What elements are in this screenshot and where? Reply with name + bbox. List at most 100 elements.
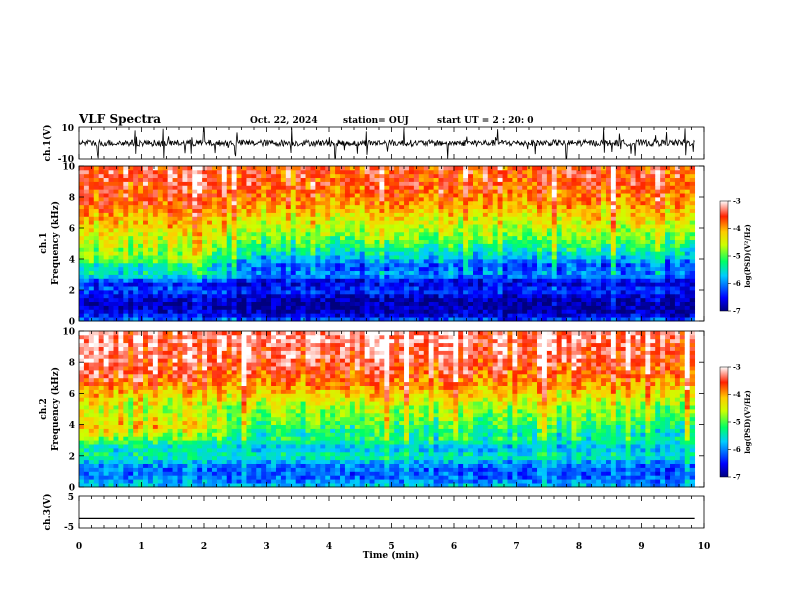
ch1-spectrogram-cell (684, 301, 691, 306)
ch1-spectrogram-cell (581, 290, 587, 295)
ch1-spectrogram-cell (172, 166, 178, 171)
ch1-spectrogram-cell (128, 231, 134, 237)
ch1-spectrogram-cell (413, 173, 420, 179)
ch1-spectrogram-cell (280, 282, 287, 287)
ch1-spectrogram-cell (497, 212, 503, 217)
ch1-spectrogram-cell (359, 204, 366, 210)
ch1-spectrogram-cell (98, 262, 105, 268)
ch1-spectrogram-cell (566, 204, 572, 210)
ch1-spectrogram-cell (620, 301, 627, 306)
ch1-spectrogram-cell (551, 297, 558, 303)
ch1-spectrogram-cell (192, 177, 198, 182)
ch1-spectrogram-cell (330, 212, 336, 217)
ch1-spectrogram-cell (359, 278, 366, 283)
ch1-spectrogram-cell (394, 212, 400, 217)
ch1-spectrogram-cell (660, 305, 666, 310)
ch1-spectrogram-cell (610, 189, 617, 194)
ch1-spectrogram-cell (615, 200, 622, 206)
ch1-spectrogram-cell (197, 282, 203, 287)
ch1-spectrogram-cell (128, 169, 134, 175)
ch1-spectrogram-cell (320, 208, 326, 213)
ch1-spectrogram-cell (684, 189, 691, 194)
ch1-spectrogram-cell (251, 200, 257, 206)
ch1-spectrogram-cell (310, 235, 316, 241)
ch1-spectrogram-cell (79, 193, 85, 198)
ch1-spectrogram-cell (477, 301, 484, 306)
ch1-spectrogram-cell (280, 224, 287, 229)
ch1-spectrogram-cell (512, 216, 518, 221)
ch1-spectrogram-cell (596, 309, 602, 314)
ch1-spectrogram-cell (152, 216, 159, 221)
ch1-spectrogram-cell (344, 212, 351, 217)
ch1-spectrogram-cell (394, 309, 400, 314)
ch1-spectrogram-cell (256, 274, 262, 279)
ch1-spectrogram-cell (601, 212, 607, 217)
ch1-spectrogram-cell (83, 282, 90, 287)
ch1-spectrogram-cell (133, 231, 139, 237)
ch1-spectrogram-cell (246, 313, 252, 318)
ch1-spectrogram-cell (596, 301, 602, 306)
ch1-spectrogram-cell (541, 286, 548, 291)
ch1-spectrogram-cell (231, 185, 237, 190)
ch1-spectrogram-cell (310, 297, 316, 303)
ch1-spectrogram-cell (128, 305, 134, 310)
ch1-spectrogram-cell (605, 204, 612, 210)
ch1-spectrogram-cell (596, 290, 602, 295)
ch1-spectrogram-cell (349, 197, 356, 202)
ch1-spectrogram-cell (128, 266, 134, 272)
ch1-spectrogram-cell (384, 181, 390, 186)
ch1-spectrogram-cell (162, 181, 169, 186)
ch1-spectrogram-cell (138, 309, 144, 314)
ch1-spectrogram-cell (138, 220, 144, 225)
ch1-spectrogram-cell (118, 266, 124, 272)
ch1-spectrogram-cell (340, 301, 346, 306)
ch1-spectrogram-cell (428, 270, 435, 275)
ch1-spectrogram-cell (167, 239, 173, 244)
ch1-spectrogram-cell (280, 208, 287, 213)
ch1-spectrogram-cell (610, 200, 617, 206)
ch1-spectrogram-cell (645, 228, 651, 233)
ch1-spectrogram-cell (517, 169, 523, 175)
ch1-spectrogram-cell (172, 177, 178, 182)
ch1-spectrogram-cell (364, 185, 370, 190)
ch1-spectrogram-cell (290, 305, 297, 310)
ch1-spectrogram-cell (384, 297, 390, 303)
ch1-spectrogram-cell (532, 262, 538, 268)
ch1-spectrogram-cell (576, 243, 582, 248)
ch1-spectrogram-cell (630, 228, 636, 233)
ch1-spectrogram-cell (640, 305, 646, 310)
ch1-spectrogram-cell (620, 270, 627, 275)
ch1-spectrogram-cell (340, 212, 346, 217)
ch1-spectrogram-cell (216, 270, 223, 275)
ch1-spectrogram-cell (428, 301, 435, 306)
ch1-spectrogram-cell (162, 212, 169, 217)
ch1-spectrogram-cell (458, 278, 464, 283)
ch1-spectrogram-cell (295, 262, 302, 268)
ch1-spectrogram-cell (473, 200, 479, 206)
ch1-spectrogram-cell (325, 212, 331, 217)
ch1-spectrogram-cell (384, 173, 390, 179)
ch1-spectrogram-cell (192, 293, 198, 299)
ch1-spectrogram-cell (394, 266, 400, 272)
ch1-spectrogram-cell (389, 297, 395, 303)
ch1-spectrogram-cell (497, 231, 503, 237)
ch1-spectrogram-cell (448, 239, 454, 244)
ch1-spectrogram-cell (305, 231, 311, 237)
ch1-spectrogram-cell (172, 185, 178, 190)
ch1-spectrogram-cell (689, 313, 696, 318)
ch1-spectrogram-cell (630, 200, 636, 206)
ch1-spectrogram-cell (601, 313, 607, 318)
ch1-spectrogram-cell (344, 228, 351, 233)
ch1-spectrogram-cell (83, 216, 90, 221)
ch1-spectrogram-cell (221, 224, 228, 229)
ch1-spectrogram-cell (463, 270, 469, 275)
ch1-spectrogram-cell (512, 270, 518, 275)
ch1-spectrogram-cell (226, 251, 233, 256)
ch1-spectrogram-cell (650, 313, 656, 318)
ch1-spectrogram-cell (374, 216, 380, 221)
ch1-spectrogram-cell (300, 189, 306, 194)
ch1-spectrogram-cell (310, 224, 316, 229)
ch1-spectrogram-cell (443, 290, 449, 295)
ch1-spectrogram-cell (98, 224, 105, 229)
ch1-spectrogram-cell (546, 301, 553, 306)
